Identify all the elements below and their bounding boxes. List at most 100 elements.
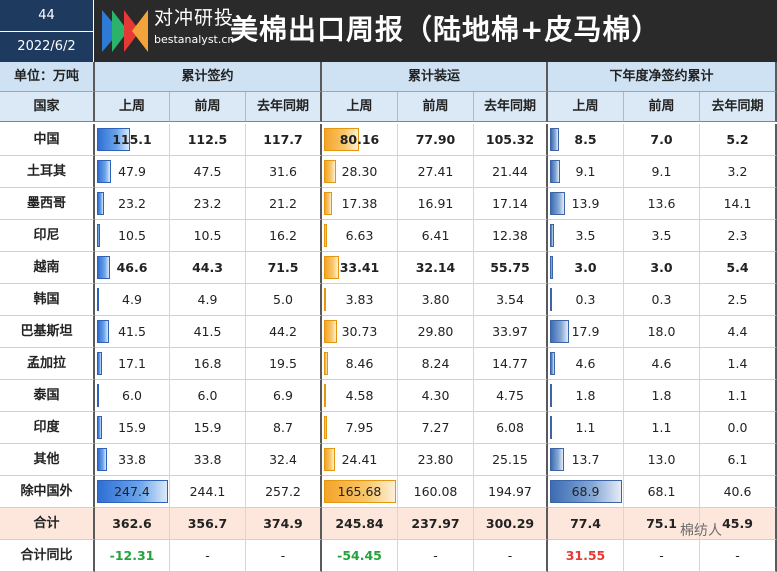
value-cell: 75.1	[624, 508, 700, 540]
value-cell: 237.97	[398, 508, 474, 540]
data-bar	[550, 256, 553, 279]
value-text: 32.4	[269, 452, 297, 467]
value-text: 46.6	[116, 260, 148, 275]
value-cell: 1.4	[700, 348, 777, 380]
value-cell: 10.5	[170, 220, 246, 252]
value-text: 4.75	[496, 388, 524, 403]
value-cell: 77.90	[398, 124, 474, 156]
value-cell: 44.3	[170, 252, 246, 284]
value-text: 8.7	[273, 420, 293, 435]
value-cell: 0.3	[624, 284, 700, 316]
value-cell: 7.27	[398, 412, 474, 444]
value-cell: 4.9	[95, 284, 170, 316]
value-text: 6.9	[273, 388, 293, 403]
value-text: 4.4	[727, 324, 748, 339]
value-text: 16.2	[269, 228, 297, 243]
group-header: 下年度净签约累计	[548, 62, 777, 92]
value-cell: 1.1	[548, 412, 624, 444]
value-text: 10.5	[193, 228, 222, 243]
value-cell: 8.5	[548, 124, 624, 156]
value-cell: 13.6	[624, 188, 700, 220]
value-cell: 19.5	[246, 348, 322, 380]
value-text: -	[735, 548, 740, 563]
value-cell: 4.58	[322, 380, 398, 412]
value-cell: 40.6	[700, 476, 777, 508]
column-header: 上周	[548, 92, 624, 122]
value-cell: 6.0	[170, 380, 246, 412]
value-text: 17.14	[492, 196, 528, 211]
value-text: -	[280, 548, 286, 563]
value-cell: 55.75	[474, 252, 548, 284]
value-text: 0.3	[651, 292, 672, 307]
value-cell: 45.9	[700, 508, 777, 540]
value-cell: 3.5	[624, 220, 700, 252]
value-cell: 4.6	[548, 348, 624, 380]
value-cell: 18.0	[624, 316, 700, 348]
value-text: 31.55	[565, 548, 606, 563]
value-text: 7.27	[421, 420, 450, 435]
country-label: 合计同比	[0, 540, 95, 572]
value-cell: 12.38	[474, 220, 548, 252]
value-text: 75.1	[646, 516, 677, 531]
brand-name-en: bestanalyst.cn	[154, 33, 235, 46]
value-text: 14.1	[723, 196, 752, 211]
value-text: 4.6	[575, 356, 596, 371]
value-cell: -	[700, 540, 777, 572]
column-header: 上周	[95, 92, 170, 122]
country-label: 韩国	[0, 284, 95, 316]
value-cell: 247.4	[95, 476, 170, 508]
value-text: 4.9	[197, 292, 218, 307]
data-bar	[550, 288, 552, 311]
value-cell: 41.5	[95, 316, 170, 348]
value-text: 117.7	[263, 132, 303, 147]
data-bar	[550, 416, 552, 439]
data-bar	[550, 224, 554, 247]
value-cell: 160.08	[398, 476, 474, 508]
value-cell: 68.9	[548, 476, 624, 508]
value-cell: 21.2	[246, 188, 322, 220]
value-cell: 1.8	[548, 380, 624, 412]
value-text: 17.38	[341, 196, 378, 211]
value-text: 68.9	[571, 484, 600, 499]
value-text: 6.0	[122, 388, 142, 403]
value-cell: 6.9	[246, 380, 322, 412]
value-text: 13.6	[647, 196, 676, 211]
column-header: 前周	[170, 92, 246, 122]
report-date: 2022/6/2	[17, 39, 76, 54]
data-bar	[97, 160, 111, 183]
value-text: 18.0	[647, 324, 676, 339]
issue-number: 44	[0, 0, 93, 32]
value-text: 1.4	[727, 356, 748, 371]
value-text: 47.5	[193, 164, 222, 179]
value-text: 8.24	[421, 356, 450, 371]
data-bar	[97, 128, 130, 151]
value-cell: 6.63	[322, 220, 398, 252]
value-text: 9.1	[651, 164, 672, 179]
data-bar	[324, 384, 326, 407]
data-bar	[550, 352, 555, 375]
value-cell: 9.1	[548, 156, 624, 188]
data-bar	[550, 448, 564, 471]
value-text: 41.5	[193, 324, 222, 339]
value-cell: 33.8	[95, 444, 170, 476]
value-cell: 1.8	[624, 380, 700, 412]
value-text: 17.1	[118, 356, 146, 371]
value-cell: 0.3	[548, 284, 624, 316]
value-cell: 1.1	[700, 380, 777, 412]
value-text: 245.84	[335, 516, 384, 531]
value-text: 3.0	[650, 260, 673, 275]
value-cell: 16.8	[170, 348, 246, 380]
value-text: 15.9	[193, 420, 222, 435]
value-text: -	[659, 548, 664, 563]
value-text: 12.38	[492, 228, 528, 243]
value-text: -12.31	[109, 548, 155, 563]
value-cell: 3.2	[700, 156, 777, 188]
value-text: 21.2	[269, 196, 297, 211]
value-cell: 356.7	[170, 508, 246, 540]
value-text: 10.5	[118, 228, 146, 243]
country-label: 除中国外	[0, 476, 95, 508]
value-text: 55.75	[490, 260, 530, 275]
brand-name-cn: 对冲研投	[154, 7, 235, 29]
value-text: 1.1	[575, 420, 596, 435]
value-cell: 16.2	[246, 220, 322, 252]
